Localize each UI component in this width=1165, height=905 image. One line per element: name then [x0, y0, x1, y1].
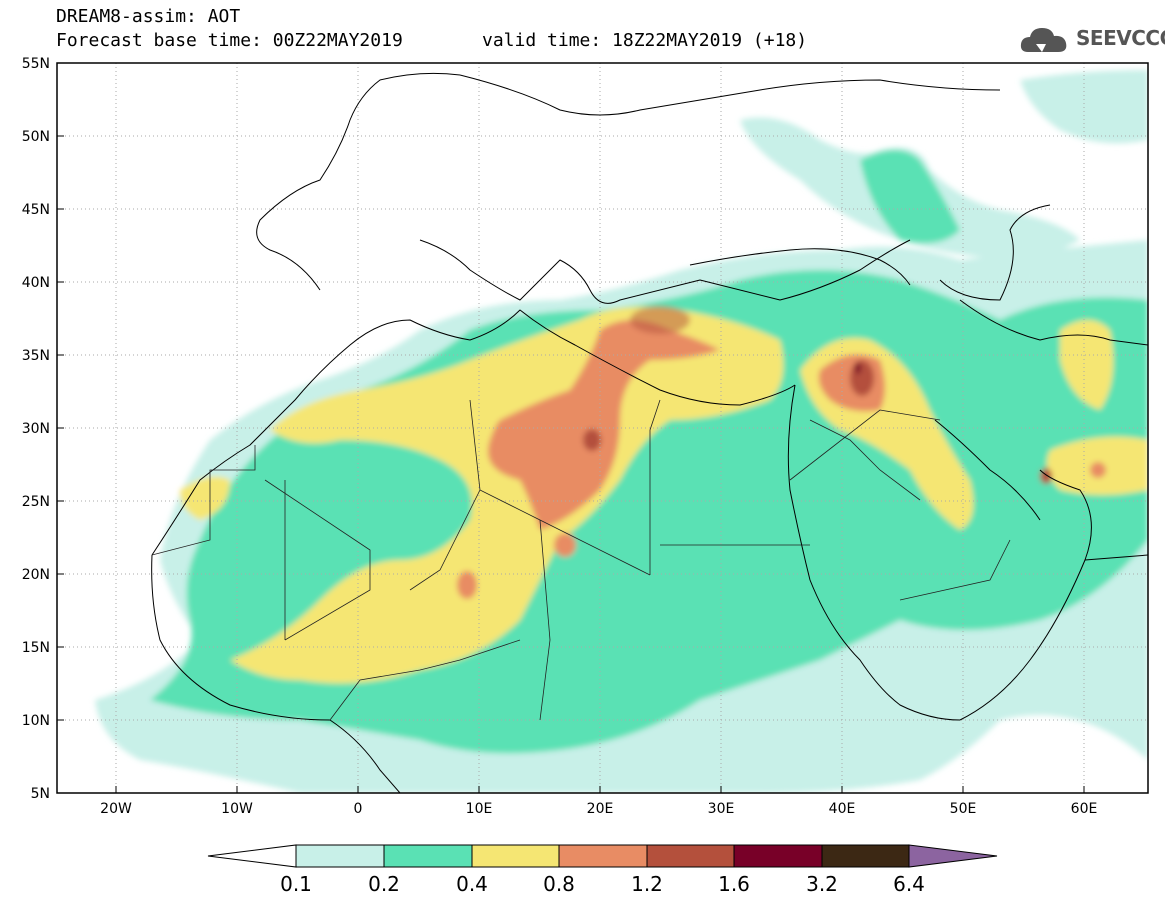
colorbar-bin	[558, 844, 648, 868]
lat-tick-label: 5N	[31, 786, 50, 802]
lat-tick-label: 50N	[22, 129, 50, 145]
colorbar	[207, 844, 998, 868]
logo-text: SEEVCCC	[1076, 26, 1165, 50]
colorbar-bin	[821, 844, 910, 868]
coastlines	[151, 72, 1148, 793]
seevccc-logo: SEEVCCC	[1018, 22, 1165, 58]
lon-labels: 20W 10W 0 10E 20E 30E 40E 50E 60E	[100, 801, 1097, 817]
colorbar-bin	[646, 844, 735, 868]
colorbar-label: 0.8	[543, 872, 575, 896]
colorbar-max-arrow	[908, 844, 998, 868]
aot-band-1.2	[583, 429, 601, 451]
lat-tick-label: 45N	[22, 202, 50, 218]
lat-tick-label: 10N	[22, 713, 50, 729]
aot-band-1.2	[630, 306, 690, 334]
aot-band-0.8	[1090, 462, 1106, 478]
borders	[151, 399, 1011, 721]
colorbar-label: 1.6	[718, 872, 750, 896]
lon-tick-label: 10E	[466, 801, 493, 817]
lat-tick-label: 20N	[22, 567, 50, 583]
lat-labels: 55N 50N 45N 40N 35N 30N 25N 20N 15N 10N …	[22, 56, 50, 802]
lat-tick-label: 55N	[22, 56, 50, 72]
lat-tick-label: 30N	[22, 421, 50, 437]
lat-tick-label: 15N	[22, 640, 50, 656]
lon-tick-label: 30E	[708, 801, 735, 817]
colorbar-label: 3.2	[806, 872, 838, 896]
lon-tick-label: 40E	[829, 801, 856, 817]
colorbar-min-arrow	[207, 844, 297, 868]
colorbar-bin	[471, 844, 560, 868]
colorbar-bin	[295, 844, 385, 868]
aot-band-1.2	[1040, 468, 1052, 484]
aot-band-0.8	[488, 320, 720, 530]
colorbar-label: 0.2	[368, 872, 400, 896]
aot-shading	[57, 63, 1148, 793]
aot-band-0.2	[860, 150, 960, 244]
lon-tick-label: 20E	[587, 801, 614, 817]
lon-tick-label: 10W	[221, 801, 253, 817]
colorbar-label: 1.2	[631, 872, 663, 896]
colorbar-bin	[383, 844, 473, 868]
map-title: DREAM8-assim: AOT	[56, 6, 241, 27]
aot-band-1.2	[850, 360, 874, 396]
colorbar-bin	[733, 844, 823, 868]
aot-band-1.6	[855, 362, 861, 374]
lat-tick-label: 35N	[22, 348, 50, 364]
colorbar-label: 6.4	[893, 872, 925, 896]
forecast-base-time: Forecast base time: 00Z22MAY2019	[56, 30, 403, 51]
aot-band-0.8	[554, 533, 576, 557]
lon-tick-label: 20W	[100, 801, 132, 817]
aot-band-0.4	[1060, 320, 1114, 410]
axis-ticks	[57, 135, 1085, 793]
lat-tick-label: 40N	[22, 275, 50, 291]
cloud-icon	[1020, 28, 1067, 52]
aot-band-0.4	[180, 476, 230, 520]
valid-time: valid time: 18Z22MAY2019 (+18)	[482, 30, 808, 51]
lon-tick-label: 60E	[1071, 801, 1098, 817]
lon-tick-label: 0	[354, 801, 363, 817]
colorbar-label: 0.1	[280, 872, 312, 896]
aot-band-0.8	[457, 571, 477, 599]
aot-band-0.4	[230, 306, 784, 684]
lat-tick-label: 25N	[22, 494, 50, 510]
lon-tick-label: 50E	[950, 801, 977, 817]
colorbar-label: 0.4	[456, 872, 488, 896]
aot-band-0.1	[1020, 70, 1148, 144]
graticule	[57, 63, 1148, 793]
